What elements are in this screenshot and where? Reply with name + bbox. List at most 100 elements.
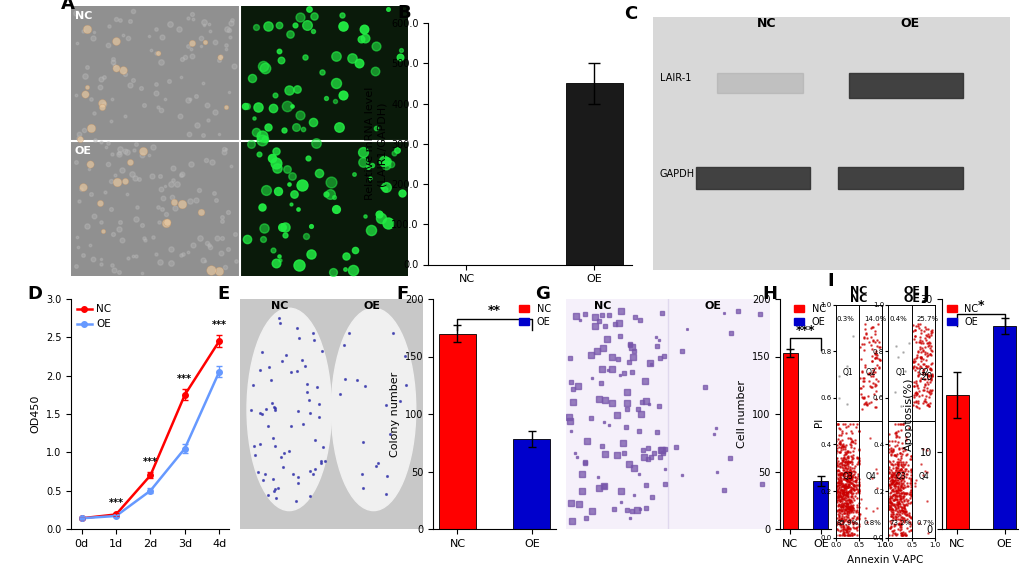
Point: [891, 492, 907, 501]
Point: [835, 501, 851, 510]
Point: [879, 481, 896, 490]
Point: [841, 508, 857, 517]
Point: [828, 474, 845, 484]
Point: [834, 453, 850, 462]
Point: [866, 379, 882, 388]
Point: [891, 520, 907, 529]
Point: [906, 481, 922, 490]
Point: [834, 481, 850, 490]
Point: [830, 462, 847, 471]
Point: [916, 350, 932, 359]
Point: [905, 381, 921, 390]
Point: [888, 494, 904, 504]
Bar: [848, 73, 963, 98]
OE: [213, 369, 225, 375]
Point: [834, 523, 850, 532]
Point: [887, 485, 903, 494]
Point: [840, 494, 856, 504]
Point: [848, 502, 864, 511]
Point: [830, 512, 847, 521]
Point: [910, 323, 926, 332]
Point: [918, 348, 934, 358]
Point: [900, 511, 916, 520]
Point: [850, 514, 866, 523]
Point: [888, 463, 904, 473]
Point: [844, 481, 860, 490]
Point: [837, 525, 853, 534]
Point: [867, 347, 883, 356]
Point: [890, 466, 906, 476]
Point: [844, 331, 860, 340]
Point: [839, 499, 855, 508]
Point: [841, 457, 857, 466]
Point: [850, 488, 866, 497]
Point: [893, 473, 909, 482]
Point: [864, 336, 880, 346]
Point: [907, 397, 923, 406]
Point: [832, 505, 848, 514]
Point: [836, 469, 852, 478]
Point: [881, 524, 898, 533]
Point: [886, 480, 902, 489]
Point: [845, 463, 861, 472]
Point: [882, 523, 899, 532]
Point: [902, 485, 918, 494]
Point: [902, 525, 918, 534]
Point: [893, 531, 909, 540]
Point: [837, 469, 853, 478]
Point: [891, 514, 907, 523]
Point: [850, 485, 866, 494]
Point: [848, 476, 864, 485]
Point: [902, 488, 918, 497]
Point: [828, 466, 845, 476]
Point: [827, 458, 844, 467]
Point: [918, 386, 934, 395]
Point: [827, 462, 844, 471]
Point: [894, 482, 910, 492]
Point: [842, 502, 858, 511]
Point: [869, 319, 886, 328]
Point: [867, 381, 883, 390]
Point: [838, 423, 854, 432]
Point: [892, 480, 908, 489]
Point: [843, 505, 859, 514]
Point: [894, 447, 910, 456]
Point: [898, 481, 914, 490]
Point: [922, 351, 938, 360]
Point: [909, 397, 925, 406]
Point: [909, 346, 925, 355]
Point: [887, 476, 903, 485]
Point: [889, 459, 905, 469]
Point: [828, 513, 845, 523]
Point: [828, 435, 845, 444]
Point: [920, 388, 936, 397]
Point: [838, 474, 854, 484]
Point: [893, 438, 909, 447]
Point: [841, 472, 857, 481]
Point: [909, 359, 925, 369]
Point: [902, 465, 918, 474]
Point: [890, 443, 906, 453]
Point: [893, 489, 909, 498]
Point: [830, 438, 847, 447]
Point: [913, 336, 929, 346]
Point: [887, 471, 903, 480]
Point: [888, 467, 904, 476]
Point: [864, 370, 880, 379]
Point: [837, 511, 853, 520]
Point: [901, 527, 917, 536]
Point: [844, 483, 860, 492]
Point: [913, 470, 929, 479]
Point: [828, 496, 845, 505]
Point: [922, 371, 938, 381]
Point: [847, 506, 863, 515]
Point: [882, 531, 899, 540]
Point: [827, 460, 844, 469]
Point: [900, 517, 916, 526]
Point: [887, 477, 903, 486]
Point: [838, 476, 854, 485]
Point: [867, 386, 883, 395]
Point: [834, 455, 850, 465]
Point: [840, 469, 856, 478]
Point: [889, 470, 905, 479]
